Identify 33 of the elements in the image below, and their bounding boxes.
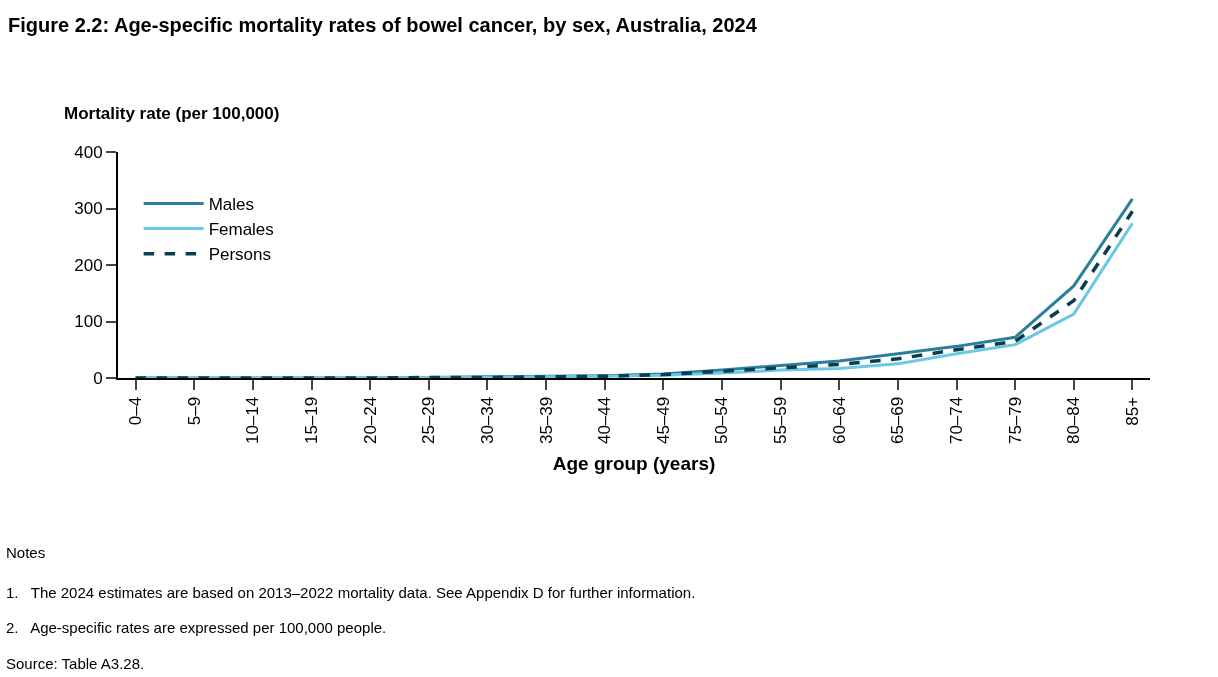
legend-label: Females (208, 220, 274, 240)
x-tick-label: 40–44 (595, 396, 615, 445)
y-tick-label: 100 (74, 312, 103, 332)
x-tick-label: 60–64 (829, 396, 849, 445)
x-tick-label: 15–19 (302, 396, 322, 445)
x-tick-label: 55–59 (771, 396, 791, 445)
y-tick-label: 0 (93, 368, 103, 388)
x-tick-label: 65–69 (888, 396, 908, 445)
x-tick-label: 85+ (1122, 396, 1142, 426)
x-tick-label: 70–74 (947, 396, 967, 445)
y-tick-label: 400 (74, 142, 103, 162)
x-tick-label: 80–84 (1064, 396, 1084, 445)
x-tick-label: 20–24 (360, 396, 380, 445)
y-tick-label: 300 (74, 199, 103, 219)
x-tick-label: 5–9 (184, 396, 204, 426)
x-tick-label: 45–49 (653, 396, 673, 445)
text: 2. Age-specific rates are expressed per 100,000 people. (6, 619, 387, 636)
y-tick-label: 200 (74, 255, 103, 275)
legend-label: Males (208, 195, 254, 215)
x-tick-label: 30–34 (477, 396, 497, 445)
x-axis-title: Age group (years) (552, 453, 716, 475)
chart-title: Figure 2.2: Age-specific mortality rates of bowel cancer, by sex, Australia, 2024 (8, 14, 758, 36)
x-tick-label: 25–29 (419, 396, 439, 445)
x-tick-label: 35–39 (536, 396, 556, 445)
source-note: Source: Table A3.28. (6, 655, 145, 672)
text: 1. The 2024 estimates are based on 2013–2022 mortality data. See Appendix D for further information. (6, 584, 696, 601)
x-tick-label: 50–54 (712, 396, 732, 445)
x-tick-label: 10–14 (243, 396, 263, 445)
legend-label: Persons (208, 245, 272, 265)
y-axis-title: Mortality rate (per 100,000) (64, 104, 280, 123)
x-tick-label: 75–79 (1005, 396, 1025, 445)
text: Notes (6, 544, 46, 561)
x-tick-label: 0–4 (126, 396, 146, 426)
